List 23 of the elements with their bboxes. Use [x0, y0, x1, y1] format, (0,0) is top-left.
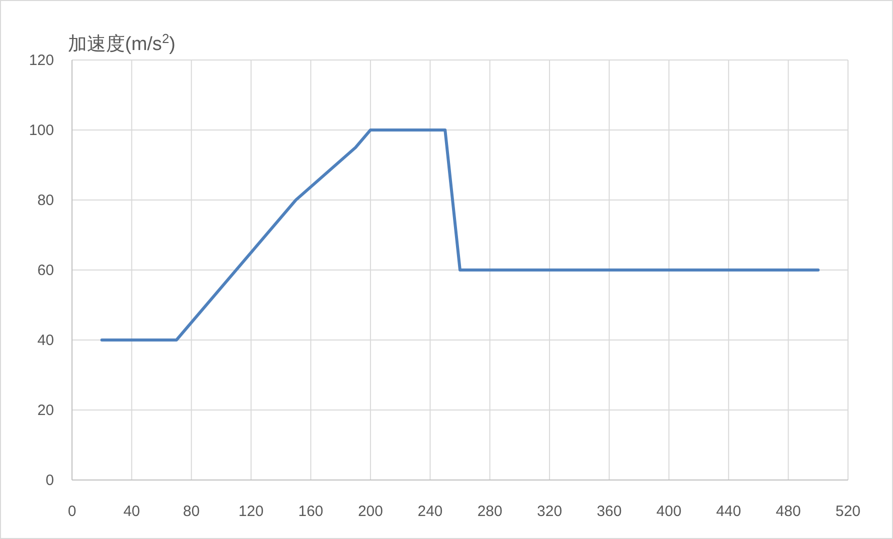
x-tick-label: 120 [238, 503, 264, 520]
y-tick-label: 0 [46, 472, 54, 489]
x-tick-label: 320 [537, 503, 562, 520]
x-tick-label: 480 [776, 503, 801, 520]
x-tick-label: 80 [183, 503, 200, 520]
line-series [100, 128, 820, 342]
y-tick-label: 120 [28, 52, 54, 69]
x-tick-label: 440 [716, 503, 742, 520]
x-tick-label: 240 [418, 503, 443, 520]
x-tick-label: 0 [68, 503, 76, 520]
x-tick-label: 400 [656, 503, 682, 520]
x-tick-label: 200 [358, 503, 383, 520]
x-tick-label: 280 [477, 503, 502, 520]
x-tick-label: 160 [298, 503, 324, 520]
y-tick-label: 20 [37, 402, 54, 419]
y-tick-label: 80 [37, 192, 54, 209]
x-tick-label: 520 [835, 503, 861, 520]
y-tick-label: 60 [37, 262, 54, 279]
y-axis-title: 加速度(m/s$^{2}$) [68, 30, 176, 55]
y-tick-label: 100 [28, 122, 54, 139]
x-tick-label: 360 [596, 503, 622, 520]
y-tick-label: 40 [37, 332, 54, 349]
x-tick-label: 40 [123, 503, 140, 520]
